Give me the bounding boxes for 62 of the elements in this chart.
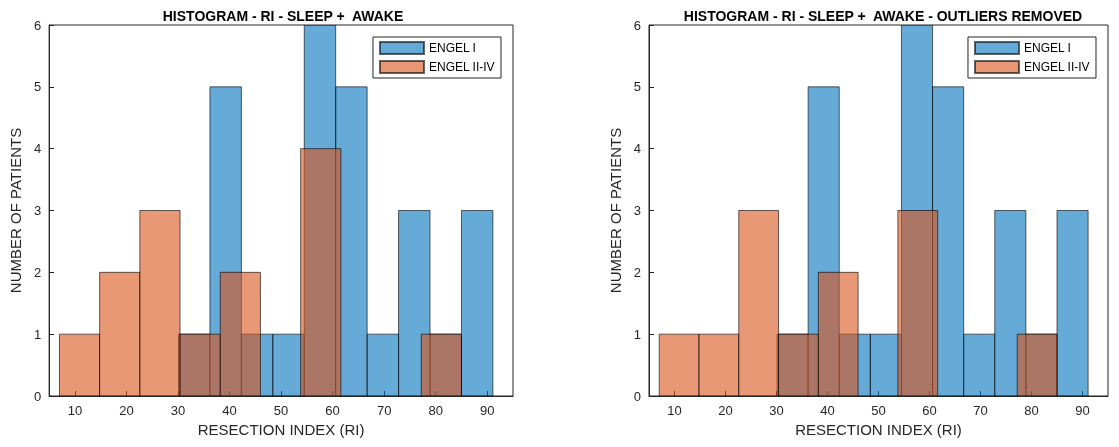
y-tick-label: 6 bbox=[633, 17, 641, 33]
legend-label: ENGEL II-IV bbox=[428, 60, 495, 74]
bar bbox=[99, 271, 141, 396]
x-tick-label: 40 bbox=[222, 403, 237, 418]
bar bbox=[963, 333, 996, 396]
bar bbox=[778, 333, 819, 396]
x-tick-label: 10 bbox=[67, 403, 83, 418]
y-tick-label: 0 bbox=[633, 388, 641, 404]
y-tick-label: 2 bbox=[33, 264, 42, 280]
x-axis-title: RESECTION INDEX (RI) bbox=[795, 421, 962, 438]
y-tick-label: 1 bbox=[33, 326, 42, 342]
bar bbox=[366, 333, 400, 396]
x-tick-label: 50 bbox=[871, 403, 886, 418]
y-tick-label: 1 bbox=[633, 326, 641, 342]
x-tick-label: 60 bbox=[922, 403, 937, 418]
bar bbox=[219, 271, 261, 396]
bar bbox=[738, 210, 780, 396]
bar bbox=[179, 333, 221, 396]
y-tick-label: 3 bbox=[33, 203, 42, 218]
legend-label: ENGEL II-IV bbox=[1023, 60, 1090, 74]
bar bbox=[58, 333, 101, 396]
bar bbox=[460, 210, 494, 396]
y-tick-label: 6 bbox=[33, 17, 42, 33]
legend-label: ENGEL I bbox=[1023, 41, 1071, 55]
chart-title: HISTOGRAM - RI - SLEEP + AWAKE bbox=[162, 8, 404, 24]
bar bbox=[897, 210, 939, 396]
y-tick-label: 4 bbox=[633, 141, 641, 157]
x-tick-label: 90 bbox=[1075, 403, 1090, 418]
bar bbox=[698, 333, 740, 396]
bar bbox=[420, 333, 462, 396]
x-tick-label: 10 bbox=[667, 403, 682, 418]
x-tick-label: 60 bbox=[325, 403, 340, 418]
y-tick-label: 5 bbox=[33, 79, 42, 95]
bar bbox=[398, 210, 431, 396]
x-tick-label: 50 bbox=[273, 403, 289, 418]
x-axis-title: RESECTION INDEX (RI) bbox=[197, 421, 365, 438]
y-tick-label: 0 bbox=[33, 388, 42, 404]
bar bbox=[300, 148, 342, 396]
y-axis-title: NUMBER OF PATIENTS bbox=[606, 127, 624, 294]
y-tick-label: 5 bbox=[633, 79, 641, 95]
x-tick-label: 70 bbox=[973, 403, 988, 418]
y-tick-label: 4 bbox=[33, 141, 42, 157]
y-tick-label: 3 bbox=[633, 203, 641, 218]
y-tick-label: 2 bbox=[633, 264, 641, 280]
chart-title: HISTOGRAM - RI - SLEEP + AWAKE - OUTLIERS REMOVED bbox=[683, 8, 1083, 24]
y-axis-title: NUMBER OF PATIENTS bbox=[7, 127, 24, 294]
bar bbox=[994, 210, 1027, 396]
x-tick-label: 20 bbox=[718, 403, 733, 418]
bar bbox=[1056, 210, 1089, 396]
x-tick-label: 20 bbox=[119, 403, 134, 418]
x-tick-label: 30 bbox=[769, 403, 784, 418]
bar bbox=[1016, 333, 1058, 396]
x-tick-label: 70 bbox=[376, 403, 392, 418]
x-tick-label: 80 bbox=[1024, 403, 1039, 418]
x-tick-label: 30 bbox=[170, 403, 186, 418]
legend-label: ENGEL I bbox=[428, 41, 476, 55]
bar bbox=[139, 210, 181, 396]
x-tick-label: 90 bbox=[480, 403, 495, 418]
bar bbox=[658, 333, 700, 396]
x-tick-label: 80 bbox=[428, 403, 443, 418]
bar bbox=[817, 271, 859, 396]
x-tick-label: 40 bbox=[820, 403, 835, 418]
